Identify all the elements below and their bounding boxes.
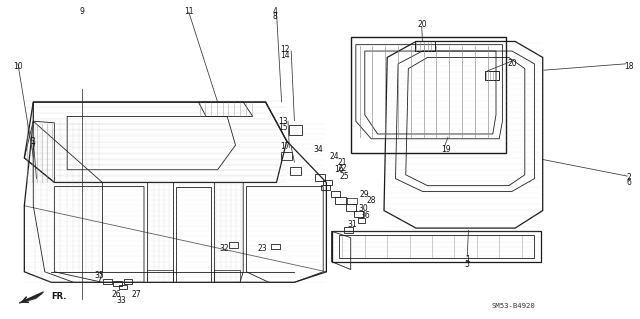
Bar	[323, 180, 332, 185]
Text: 24: 24	[329, 152, 339, 161]
Bar	[214, 270, 240, 282]
Text: 21: 21	[338, 158, 347, 167]
Text: 14: 14	[280, 51, 290, 60]
Text: 15: 15	[278, 123, 287, 132]
Bar	[354, 211, 363, 217]
Text: 19: 19	[441, 145, 451, 154]
Text: 23: 23	[257, 244, 268, 253]
Bar	[147, 270, 173, 282]
Text: 32: 32	[219, 244, 229, 253]
Text: 4: 4	[273, 7, 278, 16]
Text: 1: 1	[465, 255, 470, 263]
Bar	[346, 204, 356, 211]
Text: 22: 22	[338, 164, 347, 173]
Bar	[271, 244, 280, 249]
Bar	[358, 218, 365, 223]
Bar	[281, 152, 292, 160]
Text: 27: 27	[131, 290, 141, 299]
Text: 18: 18	[624, 63, 633, 71]
Polygon shape	[19, 292, 44, 303]
Bar	[124, 279, 132, 284]
Bar	[485, 71, 499, 80]
Text: 29: 29	[360, 190, 370, 199]
Text: 3: 3	[30, 137, 35, 146]
Text: 30: 30	[358, 204, 368, 213]
Text: 12: 12	[280, 45, 290, 54]
Text: 9: 9	[79, 7, 84, 16]
Bar	[229, 242, 238, 248]
Bar	[344, 227, 353, 233]
Bar	[321, 185, 330, 190]
Bar	[113, 281, 122, 286]
Text: 33: 33	[116, 296, 127, 305]
Text: 11: 11	[184, 7, 193, 16]
Text: 25: 25	[339, 172, 349, 181]
Text: 31: 31	[347, 220, 357, 229]
Bar	[289, 125, 302, 135]
Text: 13: 13	[278, 117, 287, 126]
Bar	[103, 279, 112, 284]
Text: 26: 26	[111, 290, 122, 299]
Text: 20: 20	[507, 59, 517, 68]
Text: 36: 36	[360, 211, 370, 220]
Bar	[331, 191, 340, 197]
Text: 28: 28	[367, 197, 376, 205]
Text: 10: 10	[13, 63, 23, 71]
Text: 16: 16	[334, 165, 344, 174]
Text: 34: 34	[314, 145, 324, 154]
Bar	[415, 41, 435, 51]
Bar	[315, 174, 325, 181]
Text: 20: 20	[417, 20, 428, 29]
Text: 2: 2	[626, 173, 631, 182]
Text: 35: 35	[94, 271, 104, 280]
Text: 7: 7	[30, 143, 35, 152]
Bar	[335, 197, 346, 204]
Text: 5: 5	[465, 260, 470, 269]
Text: 8: 8	[273, 12, 278, 21]
Text: FR.: FR.	[51, 292, 67, 300]
Bar	[119, 285, 127, 289]
Bar	[290, 167, 301, 175]
Text: SM53-B4920: SM53-B4920	[492, 303, 535, 308]
Text: 6: 6	[626, 178, 631, 187]
Text: 17: 17	[280, 142, 290, 151]
